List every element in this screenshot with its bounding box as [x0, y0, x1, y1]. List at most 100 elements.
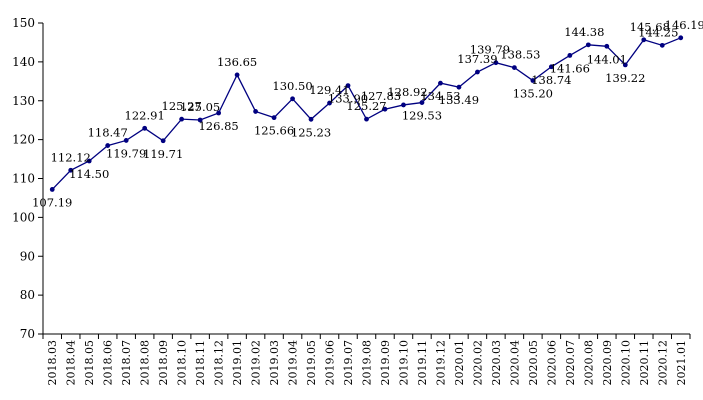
data-label: 112.12: [51, 150, 91, 164]
data-label: 137.39: [457, 52, 497, 66]
x-tick-label: 2018.05: [83, 340, 96, 386]
data-label: 119.79: [106, 146, 146, 160]
x-tick-label: 2018.07: [120, 340, 133, 386]
x-tick-label: 2020.05: [527, 340, 540, 386]
x-tick-label: 2019.09: [379, 340, 392, 386]
y-tick-label: 140: [12, 55, 35, 69]
data-point: [123, 138, 129, 143]
x-tick-label: 2020.01: [453, 340, 466, 386]
x-axis-tick-labels: 2018.03 2018.04 2018.05 2018.06 2018.07 2018.…: [46, 340, 688, 386]
x-tick-label: 2019.10: [397, 340, 410, 386]
y-tick-label: 80: [20, 288, 35, 302]
x-tick-label: 2020.02: [471, 340, 484, 386]
data-point: [641, 37, 647, 43]
y-tick-label: 110: [12, 172, 35, 186]
y-tick-label: 90: [20, 249, 35, 263]
data-point: [160, 138, 166, 144]
x-tick-label: 2020.09: [601, 340, 614, 386]
data-label: 138.53: [500, 48, 540, 62]
data-label: 133.90: [328, 92, 368, 106]
data-label: 114.50: [69, 167, 109, 181]
data-label: 122.91: [125, 108, 165, 122]
data-label: 125.23: [291, 125, 331, 139]
x-tick-label: 2018.08: [139, 340, 152, 386]
data-point: [142, 125, 148, 131]
data-point: [86, 158, 92, 164]
data-point: [475, 69, 480, 75]
data-label: 125.27: [162, 99, 202, 113]
data-labels: 107.19 112.12 114.50 118.47 119.79 122.91 119.…: [32, 18, 703, 210]
x-tick-label: 2019.04: [287, 340, 300, 386]
x-tick-label: 2019.03: [268, 340, 281, 386]
data-point: [290, 96, 295, 102]
x-tick-label: 2018.06: [102, 340, 115, 386]
data-label: 125.05: [180, 100, 220, 114]
data-label: 139.22: [605, 71, 645, 85]
data-label: 134.53: [420, 89, 460, 103]
data-points: [49, 35, 684, 192]
data-label: 141.66: [550, 61, 590, 75]
x-tick-label: 2019.01: [231, 340, 244, 386]
x-tick-label: 2020.08: [582, 340, 595, 386]
data-label: 129.41: [309, 83, 349, 97]
data-point: [382, 106, 388, 112]
data-label: 138.74: [531, 73, 571, 87]
data-point: [197, 117, 203, 123]
data-point: [548, 64, 554, 70]
x-tick-label: 2018.10: [176, 340, 189, 386]
data-point: [622, 62, 628, 68]
x-tick-label: 2020.10: [619, 340, 632, 386]
data-point: [364, 116, 369, 122]
data-point: [659, 42, 665, 48]
data-point: [253, 109, 258, 114]
data-point: [511, 65, 517, 70]
data-label: 135.20: [513, 87, 553, 101]
data-point: [105, 143, 111, 148]
x-tick-label: 2018.03: [46, 340, 59, 386]
y-tick-label: 100: [12, 210, 35, 224]
data-label: 125.27: [346, 99, 386, 113]
data-label: 119.71: [143, 147, 183, 161]
data-point: [493, 60, 499, 66]
x-tick-label: 2020.07: [564, 340, 577, 386]
x-tick-label: 2019.05: [305, 340, 318, 386]
x-tick-label: 2019.11: [416, 340, 429, 386]
data-point: [308, 116, 314, 122]
data-label: 144.38: [564, 25, 604, 39]
data-point: [234, 72, 240, 78]
data-label: 139.79: [470, 43, 510, 57]
data-label: 144.01: [587, 52, 627, 66]
data-point: [216, 110, 222, 116]
x-tick-label: 2020.12: [656, 340, 669, 386]
data-point: [327, 100, 332, 106]
x-tick-label: 2020.11: [638, 340, 651, 386]
y-axis-tick-labels: 70 80 90 100 110 120 130 140 150: [12, 16, 35, 341]
data-label: 136.65: [217, 55, 257, 69]
x-tick-label: 2020.03: [490, 340, 503, 386]
data-label: 128.92: [387, 85, 427, 99]
data-point: [604, 43, 610, 49]
x-tick-label: 2020.06: [545, 340, 558, 386]
data-point: [68, 167, 74, 173]
data-point: [401, 102, 406, 108]
x-tick-label: 2018.09: [157, 340, 170, 386]
data-label: 129.53: [402, 109, 442, 123]
y-tick-label: 130: [12, 94, 35, 108]
data-point: [456, 84, 462, 90]
data-label: 145.68: [630, 20, 670, 34]
x-tick-label: 2019.07: [342, 340, 355, 386]
data-label: 130.50: [272, 79, 312, 93]
data-label: 133.49: [439, 93, 479, 107]
data-point: [179, 116, 185, 122]
x-tick-label: 2018.04: [65, 340, 78, 386]
x-tick-label: 2020.04: [508, 340, 521, 386]
x-tick-label: 2019.06: [324, 340, 337, 386]
y-tick-label: 70: [20, 327, 35, 341]
data-label: 144.25: [638, 25, 678, 39]
data-point: [345, 83, 351, 88]
data-label: 127.83: [361, 89, 401, 103]
data-point: [271, 115, 277, 121]
x-tick-label: 2019.02: [250, 340, 263, 386]
data-label: 126.85: [198, 119, 238, 133]
